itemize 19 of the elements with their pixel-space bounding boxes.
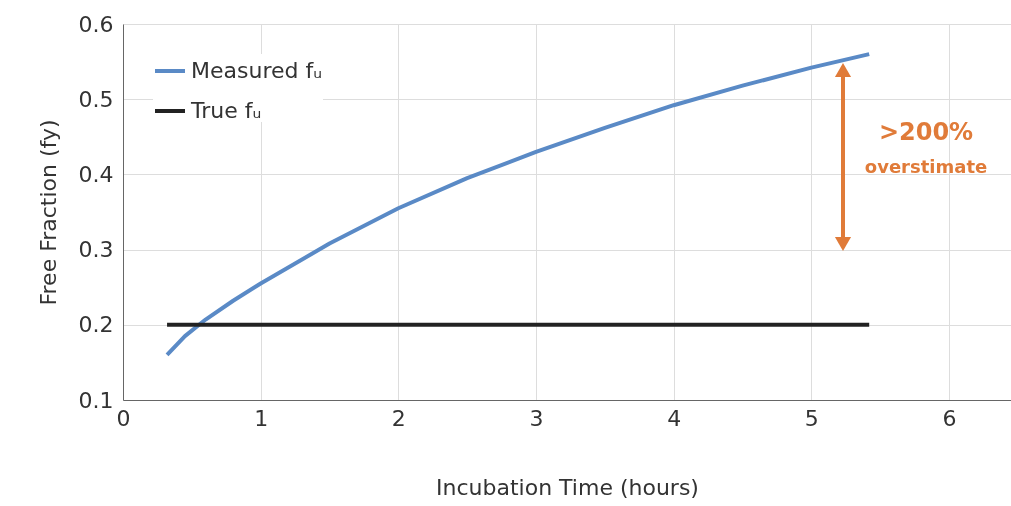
x-tick-label: 1	[254, 405, 269, 431]
x-tick-label: 0	[116, 405, 131, 431]
legend-label: Measured fᵤ	[191, 58, 323, 83]
y-tick-label: 0.4	[78, 161, 114, 187]
x-tick-label: 2	[391, 405, 406, 431]
y-axis-title: Free Fraction (fy)	[35, 119, 61, 306]
y-tick-label: 0.6	[78, 11, 114, 37]
legend-label: True fᵤ	[190, 98, 262, 123]
y-tick-label: 0.2	[78, 312, 114, 338]
x-axis-title: Incubation Time (hours)	[436, 474, 699, 500]
y-tick-label: 0.5	[78, 86, 114, 112]
y-tick-label: 0.3	[78, 237, 114, 263]
annotation: >200%	[878, 118, 974, 146]
x-tick-label: 4	[667, 405, 682, 431]
x-tick-label: 6	[942, 405, 957, 431]
annotation: overstimate	[864, 156, 988, 177]
y-tick-label: 0.1	[78, 387, 114, 413]
x-tick-label: 3	[529, 405, 544, 431]
x-tick-label: 5	[804, 405, 819, 431]
